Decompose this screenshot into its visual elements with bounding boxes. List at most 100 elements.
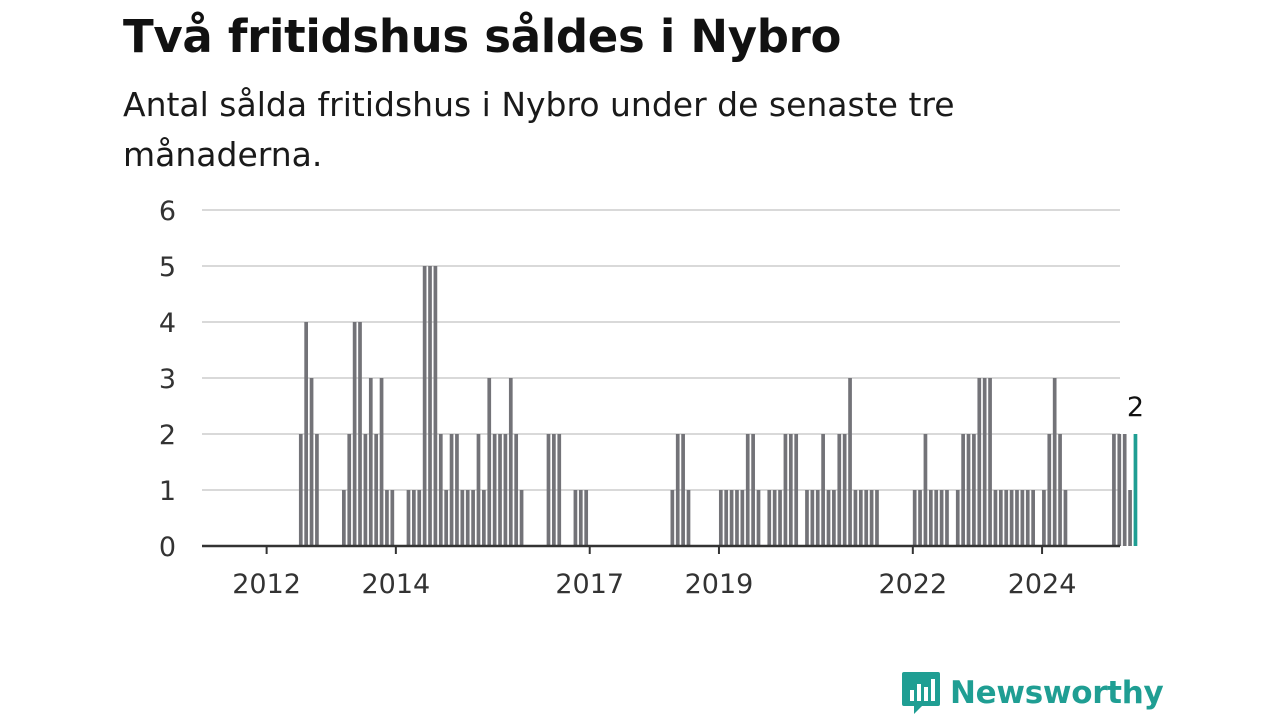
bar: [1047, 434, 1052, 546]
bar: [304, 322, 309, 546]
bar: [552, 434, 556, 546]
bar: [342, 490, 346, 546]
bar: [826, 490, 831, 546]
bar: [772, 490, 777, 546]
bar: [928, 490, 933, 546]
bar: [1015, 490, 1019, 546]
bar: [783, 434, 788, 546]
bar: [379, 378, 384, 546]
bar: [428, 266, 432, 546]
bar: [315, 434, 319, 546]
y-tick-label: 4: [159, 308, 176, 339]
bar: [422, 266, 427, 546]
x-tick-label: 2014: [362, 569, 431, 600]
bar: [778, 490, 782, 546]
bar: [374, 434, 379, 546]
bar: [735, 490, 739, 546]
bar: [1128, 490, 1132, 546]
bar: [1025, 490, 1030, 546]
bar: [546, 434, 551, 546]
bar: [853, 490, 858, 546]
bar: [686, 490, 691, 546]
bar: [912, 490, 917, 546]
bar: [805, 490, 809, 546]
x-axis-ticks: 2012 2014 2017 2019 2022 2024: [232, 546, 1076, 600]
bar: [670, 490, 675, 546]
bar: [718, 490, 723, 546]
x-tick-label: 2022: [878, 569, 947, 600]
bar-highlight: [1133, 434, 1138, 546]
bar: [998, 490, 1003, 546]
bar: [444, 490, 449, 546]
bar: [837, 434, 842, 546]
bar: [476, 434, 481, 546]
bar: [988, 378, 992, 546]
bar: [961, 434, 965, 546]
y-axis-labels: 0 1 2 3 4 5 6: [159, 196, 176, 563]
y-tick-label: 2: [159, 420, 176, 451]
bar: [729, 490, 734, 546]
bar: [1004, 490, 1009, 546]
annotations: 2: [1127, 392, 1144, 423]
bar: [519, 490, 524, 546]
bar: [934, 490, 939, 546]
bar: [514, 434, 519, 546]
x-tick-label: 2024: [1008, 569, 1077, 600]
bar: [498, 434, 502, 546]
bar: [982, 378, 987, 546]
bar: [1052, 378, 1057, 546]
gridlines: [202, 209, 1120, 491]
bar: [740, 490, 745, 546]
bar: [487, 378, 492, 546]
bar: [810, 490, 815, 546]
bar: [794, 434, 799, 546]
bar: [460, 490, 465, 546]
bar: [573, 490, 578, 546]
bar: [455, 434, 459, 546]
bar: [406, 490, 411, 546]
bar: [1031, 490, 1035, 546]
bar: [492, 434, 497, 546]
bar: [352, 322, 357, 546]
bar: [832, 490, 836, 546]
bar: [482, 490, 486, 546]
bar: [1009, 490, 1014, 546]
bar: [993, 490, 998, 546]
bars: [298, 266, 1138, 546]
chart-title: Två fritidshus såldes i Nybro: [123, 10, 842, 63]
bar: [363, 434, 368, 546]
bar: [788, 434, 793, 546]
bar: [433, 266, 438, 546]
bar: [939, 490, 944, 546]
bar: [1042, 490, 1046, 546]
chart-subtitle: Antal sålda fritidshus i Nybro under de …: [123, 85, 955, 174]
bar: [751, 434, 755, 546]
bar: [724, 490, 729, 546]
x-tick-label: 2012: [232, 569, 301, 600]
bar: [842, 434, 847, 546]
bar: [1122, 434, 1127, 546]
bar: [417, 490, 422, 546]
bar: [557, 434, 562, 546]
bar: [955, 490, 960, 546]
bar: [1063, 490, 1068, 546]
y-tick-label: 1: [159, 476, 176, 507]
bar: [358, 322, 362, 546]
bar: [858, 490, 863, 546]
bar: [767, 490, 772, 546]
y-tick-label: 3: [159, 364, 176, 395]
bar: [815, 490, 820, 546]
bar: [508, 378, 513, 546]
bar: [1112, 434, 1116, 546]
bar: [385, 490, 389, 546]
bar: [869, 490, 874, 546]
bar: [972, 434, 976, 546]
y-tick-label: 0: [159, 532, 176, 563]
bar: [503, 434, 508, 546]
bar: [675, 434, 680, 546]
x-tick-label: 2017: [555, 569, 624, 600]
bar: [368, 378, 373, 546]
bar: [918, 490, 922, 546]
newsworthy-logo-icon: [902, 672, 940, 714]
